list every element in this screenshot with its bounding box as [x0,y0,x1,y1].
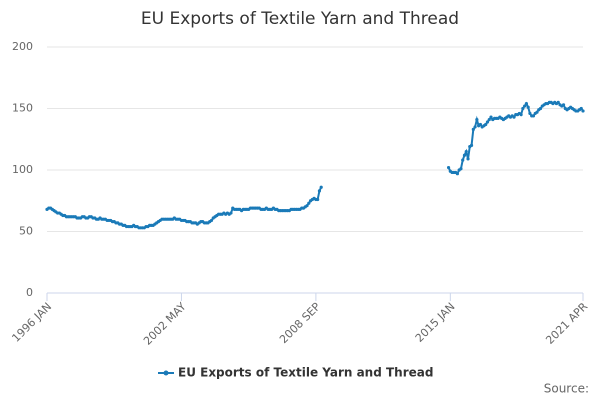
point [526,105,530,109]
y-tick-label: 100 [12,163,33,176]
x-tick-label: 2002 MAY [141,300,189,348]
point [305,204,309,208]
point [528,111,532,116]
point [524,101,528,106]
point [523,104,527,108]
x-tick-label: 2008 SEP [277,300,323,346]
point [556,100,560,104]
point [538,106,543,111]
point [485,120,490,124]
point [466,157,470,161]
point [317,189,322,193]
point [473,125,477,129]
point [531,114,536,118]
point [535,110,539,114]
point [209,218,214,223]
point [464,149,468,154]
point [462,153,467,157]
point [446,165,451,170]
point [475,117,479,122]
point [579,106,583,111]
y-tick-label: 150 [12,102,33,115]
y-tick-label: 200 [12,40,33,53]
point [455,172,460,176]
y-tick-label: 0 [26,286,33,299]
point [561,103,566,107]
point [229,211,233,215]
series-line [46,100,584,229]
source: Source: [544,382,589,396]
y-tick-label: 50 [19,225,33,238]
point [484,122,488,127]
point [461,158,465,162]
point [469,143,474,147]
point [471,127,475,132]
point [319,185,323,189]
point [459,167,463,171]
point [487,117,491,122]
point [581,109,585,113]
x-tick-label: 1996 JAN [9,300,54,345]
legend-label: EU Exports of Textile Yarn and Thread [178,366,433,380]
point [307,201,311,205]
legend-marker [163,370,169,376]
point [478,122,482,127]
point [316,197,320,202]
point [489,115,493,119]
x-tick-label: 2015 JAN [413,300,458,345]
point [512,115,516,119]
point [519,113,523,117]
point [521,106,525,111]
x-tick-label: 2021 APR [543,300,590,347]
chart-title: EU Exports of Textile Yarn and Thread [141,9,459,29]
